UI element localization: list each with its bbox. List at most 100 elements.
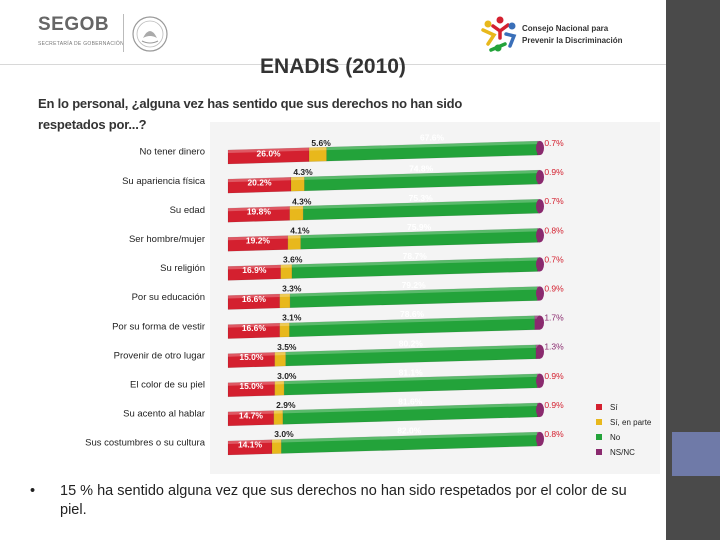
bullet-icon: • — [30, 483, 36, 499]
data-label-si: 16.6% — [242, 323, 267, 333]
bar-highlight — [304, 170, 538, 180]
category-label: Su apariencia física — [122, 176, 206, 187]
category-label: Ser hombre/mujer — [129, 234, 205, 245]
bar-highlight — [228, 352, 275, 357]
bar-highlight — [280, 264, 292, 268]
data-label-si: 26.0% — [257, 148, 282, 158]
bar-highlight — [228, 264, 281, 270]
bar-highlight — [271, 439, 282, 443]
data-label-si: 15.0% — [239, 352, 264, 362]
data-label-si: 14.1% — [238, 439, 263, 449]
data-label-si-en-parte: 5.6% — [311, 138, 331, 148]
bar-highlight — [291, 176, 305, 181]
right-side-accent — [672, 432, 720, 476]
data-label-si-en-parte: 4.3% — [292, 196, 312, 206]
bar-highlight — [303, 199, 539, 210]
bar-highlight — [279, 322, 290, 327]
bar-highlight — [287, 235, 301, 239]
segob-subtitle: SECRETARÍA DE GOBERNACIÓN — [38, 41, 125, 47]
bar-highlight — [284, 373, 538, 385]
segob-name: SEGOB — [38, 14, 110, 35]
category-label: Su religión — [160, 263, 205, 274]
legend-swatch — [596, 434, 602, 440]
segob-logo: SEGOB SECRETARÍA DE GOBERNACIÓN — [38, 14, 173, 54]
bar-highlight — [228, 294, 280, 299]
bar-end-cap — [536, 199, 544, 214]
data-label-no: 79.2% — [402, 280, 427, 290]
bar-highlight — [289, 206, 304, 210]
data-label-nsnc: 0.8% — [544, 429, 564, 439]
bar-end-cap — [536, 141, 544, 155]
bar-highlight — [228, 381, 275, 386]
category-label: Por su educación — [132, 292, 205, 303]
data-label-no: 75.3% — [409, 193, 434, 203]
bar-highlight — [282, 402, 538, 414]
bar-end-cap — [536, 228, 544, 243]
data-label-nsnc: 0.7% — [544, 254, 564, 264]
data-label-si: 15.0% — [239, 381, 264, 391]
data-label-nsnc: 0.9% — [544, 167, 564, 177]
data-label-nsnc: 1.7% — [544, 313, 564, 323]
stacked-bar-chart: No tener dinero 26.0% 5.6% 67.6% 0.7% Su apar… — [80, 122, 660, 474]
conapred-name-line2: Prevenir la Discriminación — [522, 36, 623, 45]
legend-swatch — [596, 419, 602, 425]
data-label-no: 67.6% — [420, 133, 445, 143]
bar-highlight — [290, 286, 538, 297]
data-label-nsnc: 0.9% — [544, 284, 564, 294]
data-label-nsnc: 0.9% — [544, 400, 564, 410]
bar-highlight — [285, 344, 536, 356]
data-label-si-en-parte: 3.5% — [277, 342, 297, 352]
conapred-people-icon — [481, 16, 517, 52]
category-label: El color de su piel — [130, 380, 205, 391]
data-label-no: 74.8% — [409, 164, 434, 174]
bar-end-cap — [536, 170, 544, 185]
slide-title: ENADIS (2010) — [260, 55, 406, 78]
bar-end-cap — [536, 257, 544, 272]
mexico-seal-icon — [132, 16, 168, 52]
data-label-si: 16.6% — [242, 294, 267, 304]
data-label-no: 78.7% — [403, 251, 428, 261]
bar-highlight — [300, 228, 538, 239]
data-label-si-en-parte: 4.1% — [290, 225, 310, 235]
category-label: Su edad — [170, 205, 205, 216]
data-label-no: 81.1% — [399, 367, 424, 377]
bar-highlight — [228, 439, 272, 444]
legend-swatch — [596, 404, 602, 410]
bar-highlight — [273, 410, 283, 414]
data-label-no: 81.6% — [398, 397, 423, 407]
data-label-nsnc: 0.8% — [544, 225, 564, 235]
bar-highlight — [228, 177, 292, 183]
category-label: Provenir de otro lugar — [114, 350, 205, 361]
data-label-si: 14.7% — [239, 410, 264, 420]
bar-end-cap — [536, 344, 544, 359]
bar-end-cap — [536, 402, 544, 417]
bar-highlight — [289, 315, 535, 326]
conapred-logo: Consejo Nacional para Prevenir la Discri… — [480, 14, 640, 58]
header-divider — [0, 64, 666, 65]
data-label-nsnc: 0.7% — [544, 138, 564, 148]
category-label: Por su forma de vestir — [112, 321, 205, 332]
summary-text: 15 % ha sentido alguna vez que sus derec… — [60, 483, 627, 518]
bar-highlight — [274, 352, 286, 356]
bar-highlight — [279, 293, 291, 298]
legend-label: Sí — [610, 403, 618, 412]
bar-highlight — [228, 323, 280, 328]
bar-highlight — [228, 410, 274, 415]
data-label-si-en-parte: 4.3% — [293, 167, 313, 177]
data-label-si-en-parte: 2.9% — [276, 400, 296, 410]
bar-highlight — [228, 147, 310, 153]
bar-end-cap — [536, 432, 544, 446]
category-label: No tener dinero — [140, 147, 205, 158]
survey-question: En lo personal, ¿alguna vez has sentido … — [38, 96, 463, 132]
bar-highlight — [326, 141, 538, 151]
legend-label: NS/NC — [610, 448, 635, 457]
data-label-si-en-parte: 3.6% — [283, 255, 303, 265]
chart-svg: No tener dinero 26.0% 5.6% 67.6% 0.7% Su apar… — [85, 122, 660, 474]
data-label-nsnc: 0.9% — [544, 371, 564, 381]
data-label-si-en-parte: 3.0% — [274, 429, 294, 439]
bar-highlight — [281, 432, 538, 443]
bar-highlight — [309, 147, 327, 151]
bar-highlight — [228, 235, 288, 241]
bar-end-cap — [536, 315, 544, 330]
bar-highlight — [228, 206, 290, 212]
